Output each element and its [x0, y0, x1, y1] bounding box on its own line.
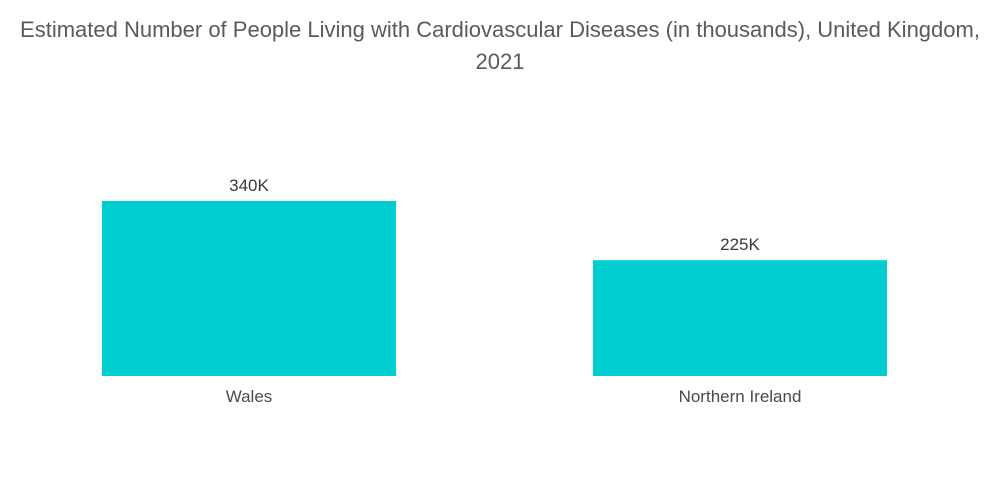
x-tick-label-northern-ireland: Northern Ireland [679, 387, 802, 406]
chart-title: Estimated Number of People Living with C… [20, 17, 980, 74]
x-tick-label-wales: Wales [226, 387, 273, 406]
data-label-northern-ireland: 225K [720, 235, 760, 254]
data-label-wales: 340K [229, 176, 269, 195]
bar-wales [102, 201, 396, 376]
bar-northern-ireland [593, 260, 887, 376]
